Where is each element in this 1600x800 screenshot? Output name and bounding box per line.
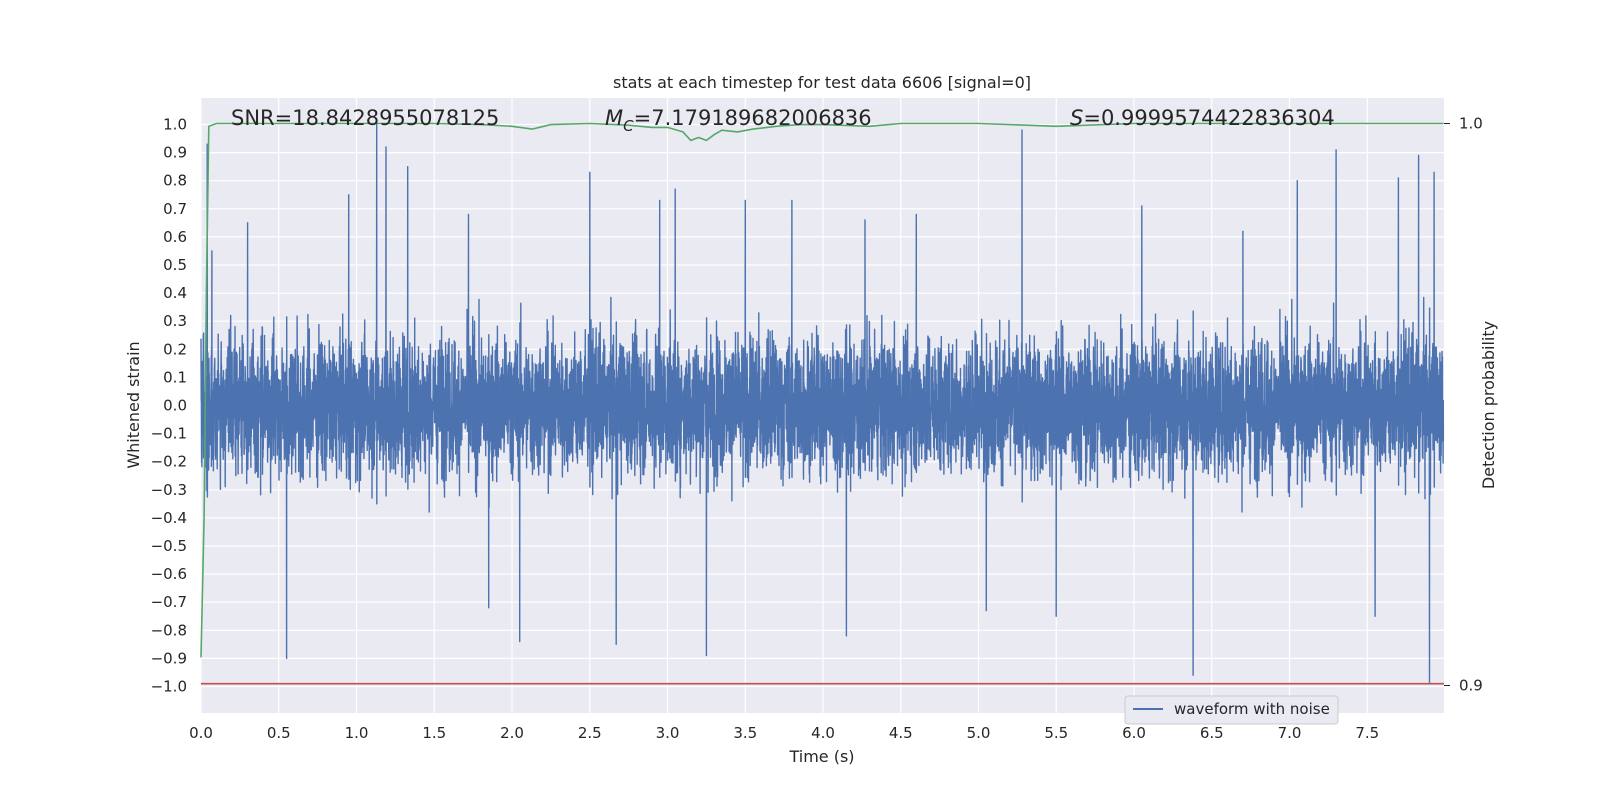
- x-axis-label: Time (s): [788, 747, 854, 766]
- y2-tick-label: 1.0: [1459, 115, 1483, 133]
- y-tick-label: −0.9: [151, 649, 187, 667]
- y-tick-label: 0.2: [163, 340, 187, 358]
- x-tick-label: 1.0: [345, 724, 369, 742]
- mc-subscript: C: [623, 117, 634, 135]
- legend-box: [1124, 695, 1339, 725]
- x-tick-label: 2.5: [578, 724, 602, 742]
- x-tick-label: 0.0: [189, 724, 213, 742]
- y-tick-label: −0.3: [151, 481, 187, 499]
- legend: waveform with noise: [1124, 695, 1339, 725]
- legend-label: waveform with noise: [1174, 700, 1330, 718]
- y-tick-label: 0.0: [163, 397, 187, 415]
- x-tick-label: 4.5: [889, 724, 913, 742]
- y2-tick-label: 0.9: [1459, 677, 1483, 695]
- y-tick-label: −0.6: [151, 565, 187, 583]
- x-tick-label: 3.0: [656, 724, 680, 742]
- x-tick-label: 7.0: [1278, 724, 1302, 742]
- y-tick-label: 0.4: [163, 284, 187, 302]
- y-tick-label: 0.9: [163, 144, 187, 162]
- series-detection-probability: [200, 122, 1444, 658]
- s-annotation: S=0.9999574422836304: [1070, 106, 1335, 130]
- s-symbol: S: [1070, 106, 1083, 130]
- x-tick-label: 6.5: [1200, 724, 1224, 742]
- chart-title: stats at each timestep for test data 660…: [613, 73, 1031, 92]
- y2-axis-label: Detection probability: [1479, 321, 1498, 489]
- y-tick-label: 0.3: [163, 312, 187, 330]
- series-layer: [200, 122, 1445, 685]
- y-tick-label: −1.0: [151, 678, 187, 696]
- x-tick-label: 6.0: [1122, 724, 1146, 742]
- x-tick-label: 1.5: [422, 724, 446, 742]
- y-tick-label: 0.7: [163, 200, 187, 218]
- mc-annotation: MC=7.179189682006836: [605, 106, 872, 135]
- x-tick-label: 2.0: [500, 724, 524, 742]
- y-tick-label: 0.5: [163, 256, 187, 274]
- x-tick-label: 3.5: [733, 724, 757, 742]
- x-tick-label: 4.0: [811, 724, 835, 742]
- x-tick-label: 0.5: [267, 724, 291, 742]
- y-tick-label: −0.1: [151, 425, 187, 443]
- y-tick-label: 0.8: [163, 172, 187, 190]
- series-waveform-with-noise: [200, 123, 1445, 685]
- y-axis-label: Whitened strain: [124, 341, 143, 468]
- y-tick-label: 1.0: [163, 116, 187, 134]
- y-tick-label: −0.4: [151, 509, 187, 527]
- ticks: 0.0 0.5 1.0 1.5 2.0 2.5 3.0 3.5 4.0 4.5 5.0 5.5 6.0 6…: [151, 115, 1483, 743]
- mc-value: =7.179189682006836: [634, 106, 872, 130]
- y-tick-label: 0.1: [163, 368, 187, 386]
- mc-symbol: M: [605, 106, 623, 130]
- s-value: =0.9999574422836304: [1083, 106, 1334, 130]
- y-tick-label: −0.7: [151, 593, 187, 611]
- snr-annotation: SNR=18.8428955078125: [231, 106, 499, 130]
- x-tick-label: 5.0: [967, 724, 991, 742]
- y-tick-label: −0.8: [151, 621, 187, 639]
- y-tick-label: 0.6: [163, 228, 187, 246]
- x-tick-label: 7.5: [1355, 724, 1379, 742]
- y-tick-label: −0.2: [151, 453, 187, 471]
- y-tick-label: −0.5: [151, 537, 187, 555]
- x-tick-label: 5.5: [1044, 724, 1068, 742]
